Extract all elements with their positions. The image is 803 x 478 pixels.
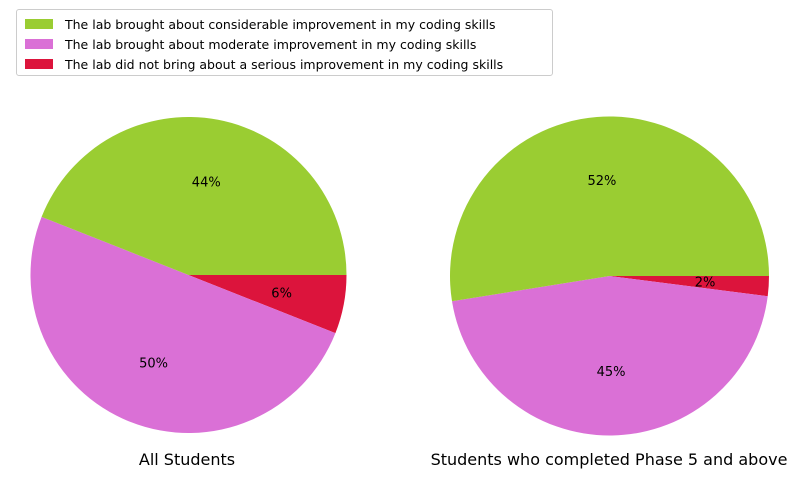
pie-label-all-students-none: 6% [271,286,292,301]
pie-label-all-students-moderate: 50% [139,357,168,372]
pie-slice-all-students-considerable [41,117,347,275]
pie-slice-phase-5-considerable [450,116,769,302]
pie-label-phase-5-moderate: 45% [597,365,626,380]
legend-swatch-none [25,59,53,69]
legend-label-none: The lab did not bring about a serious im… [65,56,504,72]
legend-label-moderate: The lab brought about moderate improveme… [65,36,477,52]
pie-slice-all-students-moderate [30,216,336,433]
legend-item-moderate: The lab brought about moderate improveme… [25,34,552,54]
legend-item-none: The lab did not bring about a serious im… [25,54,552,74]
pie-chart-all-students: All Students 44% 50% 6% [30,117,347,469]
pie-label-all-students-considerable: 44% [192,175,221,190]
pie-chart-phase-5: Students who completed Phase 5 and above… [431,116,788,469]
pie-slice-phase-5-none [609,276,769,297]
legend-swatch-considerable [25,19,53,29]
legend-item-considerable: The lab brought about considerable impro… [25,14,552,34]
legend-swatch-moderate [25,39,53,49]
pie-label-phase-5-considerable: 52% [587,174,616,189]
legend: The lab brought about considerable impro… [16,9,553,76]
pie-title-all-students: All Students [139,450,235,469]
pie-slice-all-students-none [188,275,347,334]
pie-title-phase-5: Students who completed Phase 5 and above [431,450,788,469]
legend-label-considerable: The lab brought about considerable impro… [65,16,496,32]
pie-label-phase-5-none: 2% [695,276,716,291]
pie-slice-phase-5-moderate [452,276,768,436]
